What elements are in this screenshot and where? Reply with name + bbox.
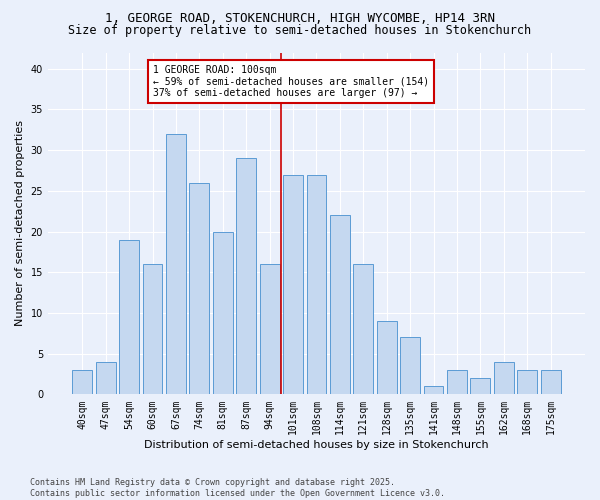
Bar — [166, 134, 186, 394]
Bar — [260, 264, 280, 394]
Text: Contains HM Land Registry data © Crown copyright and database right 2025.
Contai: Contains HM Land Registry data © Crown c… — [30, 478, 445, 498]
Bar — [400, 338, 420, 394]
X-axis label: Distribution of semi-detached houses by size in Stokenchurch: Distribution of semi-detached houses by … — [144, 440, 489, 450]
Bar — [213, 232, 233, 394]
Bar — [494, 362, 514, 394]
Bar — [517, 370, 537, 394]
Bar — [377, 321, 397, 394]
Bar — [424, 386, 443, 394]
Bar — [143, 264, 163, 394]
Bar — [307, 174, 326, 394]
Bar — [541, 370, 560, 394]
Bar — [73, 370, 92, 394]
Bar — [236, 158, 256, 394]
Bar — [283, 174, 303, 394]
Text: Size of property relative to semi-detached houses in Stokenchurch: Size of property relative to semi-detach… — [68, 24, 532, 37]
Y-axis label: Number of semi-detached properties: Number of semi-detached properties — [15, 120, 25, 326]
Bar — [447, 370, 467, 394]
Bar — [96, 362, 116, 394]
Text: 1, GEORGE ROAD, STOKENCHURCH, HIGH WYCOMBE, HP14 3RN: 1, GEORGE ROAD, STOKENCHURCH, HIGH WYCOM… — [105, 12, 495, 26]
Text: 1 GEORGE ROAD: 100sqm
← 59% of semi-detached houses are smaller (154)
37% of sem: 1 GEORGE ROAD: 100sqm ← 59% of semi-deta… — [152, 64, 428, 98]
Bar — [353, 264, 373, 394]
Bar — [470, 378, 490, 394]
Bar — [190, 182, 209, 394]
Bar — [330, 216, 350, 394]
Bar — [119, 240, 139, 394]
